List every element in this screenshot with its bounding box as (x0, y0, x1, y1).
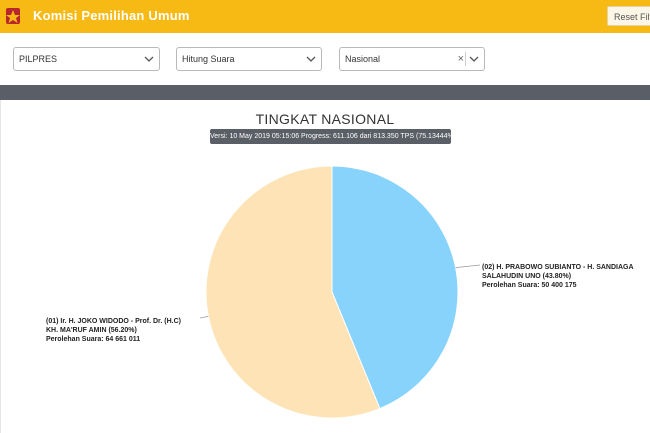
version-badge: Versi: 10 May 2019 05:15:06 Progress: 61… (210, 129, 456, 144)
select-separator (465, 52, 466, 66)
region-select-value: Nasional (345, 54, 381, 64)
pie-slice-jokowi[interactable] (205, 165, 381, 419)
kpu-logo-icon (6, 8, 20, 24)
slice-label-jokowi-line2: KH. MA'RUF AMIN (56.20%) (46, 327, 137, 334)
chevron-down-icon (306, 56, 316, 62)
clear-icon[interactable]: × (457, 53, 464, 65)
slice-label-jokowi-votes: Perolehan Suara: 64 661 011 (46, 336, 140, 343)
chart-title: TINGKAT NASIONAL (255, 111, 395, 127)
slice-label-prabowo-line2: SALAHUDIN UNO (43.80%) (482, 273, 571, 280)
slice-label-jokowi-line1: (01) Ir. H. JOKO WIDODO - Prof. Dr. (H.C… (46, 318, 181, 325)
slice-label-prabowo-line1: (02) H. PRABOWO SUBIANTO - H. SANDIAGA (482, 264, 634, 271)
leader-line-jokowi (199, 316, 209, 319)
header-bar: Komisi Pemilihan Umum Reset Filte (0, 0, 650, 33)
mode-select-value: Hitung Suara (182, 54, 235, 64)
chevron-down-icon (469, 56, 479, 62)
election-select-value: PILPRES (19, 54, 58, 64)
app-title: Komisi Pemilihan Umum (33, 8, 190, 23)
mode-select[interactable]: Hitung Suara (176, 47, 322, 71)
pie-slice-prabowo[interactable] (331, 165, 459, 410)
leader-line-prabowo (455, 264, 481, 268)
reset-filter-button[interactable]: Reset Filte (607, 6, 650, 26)
slice-label-prabowo-votes: Perolehan Suara: 50 400 175 (482, 282, 577, 289)
region-select[interactable]: Nasional × (339, 47, 485, 71)
chevron-down-icon (144, 56, 154, 62)
election-select[interactable]: PILPRES (13, 47, 160, 71)
section-divider (0, 85, 650, 100)
filter-bar: PILPRES Hitung Suara Nasional × (0, 33, 650, 85)
